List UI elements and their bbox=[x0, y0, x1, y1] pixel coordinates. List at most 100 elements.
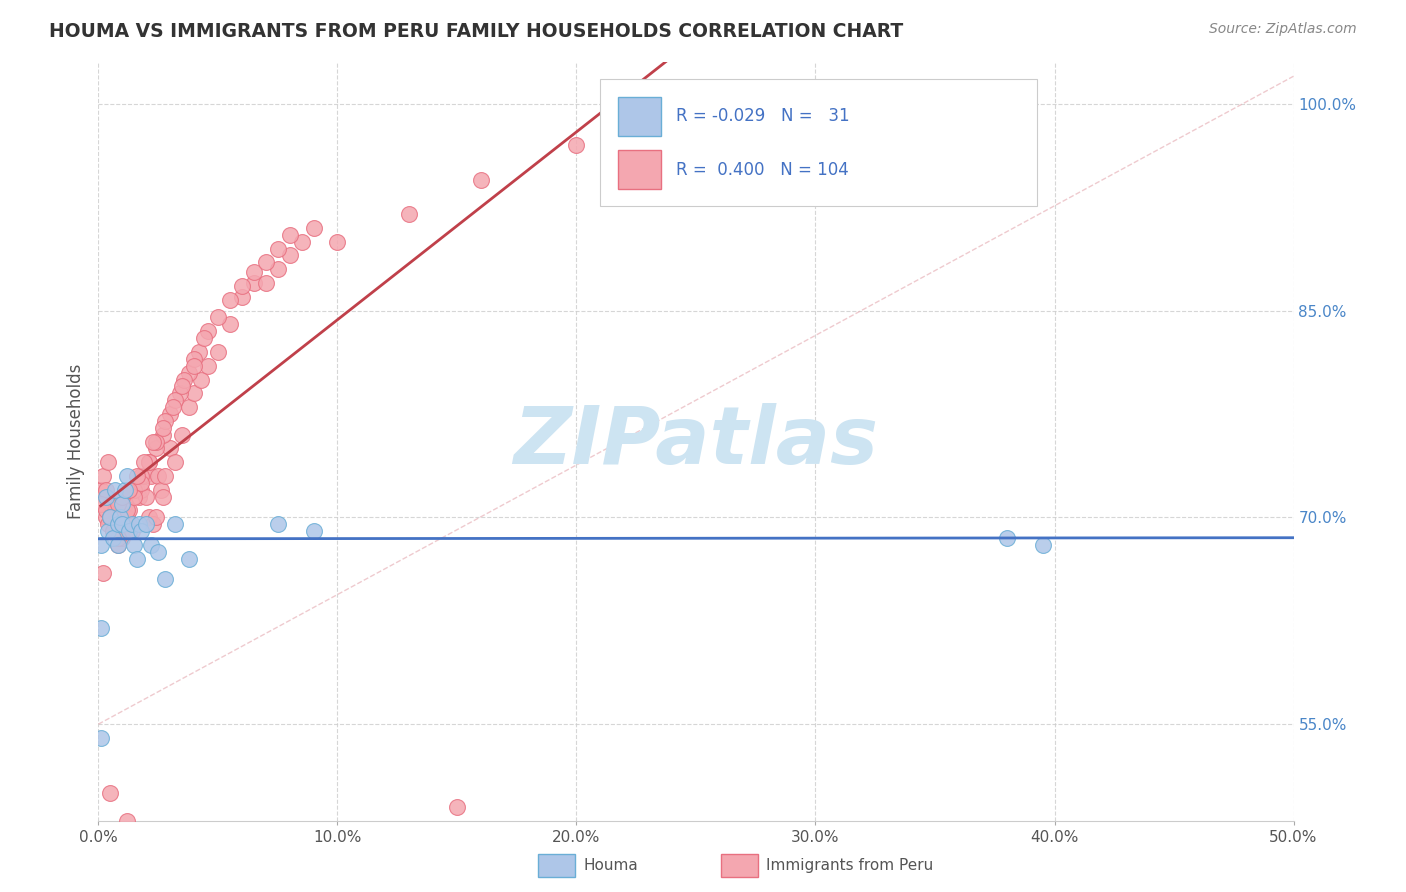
Point bbox=[98, 497, 122, 511]
Point bbox=[118, 483, 141, 497]
Point bbox=[163, 393, 186, 408]
Point bbox=[115, 814, 138, 828]
Point bbox=[128, 490, 150, 504]
Point bbox=[138, 455, 160, 469]
Point bbox=[94, 503, 117, 517]
Point bbox=[91, 469, 114, 483]
Point bbox=[685, 118, 707, 132]
Point bbox=[114, 497, 136, 511]
Point bbox=[132, 455, 155, 469]
Point bbox=[98, 510, 122, 524]
Point bbox=[243, 265, 266, 279]
Point bbox=[326, 235, 349, 249]
Point bbox=[101, 524, 124, 538]
Point bbox=[190, 372, 212, 386]
Point bbox=[278, 227, 301, 242]
Point bbox=[125, 469, 148, 483]
Point bbox=[90, 497, 112, 511]
Point bbox=[101, 524, 124, 538]
Point bbox=[179, 400, 201, 414]
Point bbox=[145, 442, 167, 456]
Point bbox=[131, 475, 153, 490]
Point bbox=[302, 524, 325, 538]
Point bbox=[187, 345, 209, 359]
Point bbox=[145, 434, 167, 449]
Text: R =  0.400   N = 104: R = 0.400 N = 104 bbox=[676, 161, 848, 179]
Point bbox=[254, 276, 277, 290]
Point bbox=[148, 545, 170, 559]
Point bbox=[124, 490, 146, 504]
Point bbox=[179, 366, 201, 380]
Point bbox=[149, 483, 172, 497]
Point bbox=[111, 490, 134, 504]
Point bbox=[173, 372, 195, 386]
Point bbox=[128, 517, 150, 532]
Point bbox=[108, 517, 131, 532]
Point bbox=[172, 427, 194, 442]
Point bbox=[114, 497, 136, 511]
Point bbox=[219, 318, 242, 332]
Point bbox=[995, 531, 1018, 545]
Point bbox=[121, 517, 143, 532]
Point bbox=[111, 497, 134, 511]
Point bbox=[155, 469, 177, 483]
Point bbox=[90, 731, 112, 745]
Point bbox=[90, 538, 112, 552]
Point bbox=[193, 331, 215, 345]
Point bbox=[131, 524, 153, 538]
Point bbox=[207, 345, 229, 359]
Point bbox=[152, 490, 174, 504]
Point bbox=[115, 503, 138, 517]
Point bbox=[90, 621, 112, 635]
Point bbox=[131, 469, 153, 483]
Point bbox=[267, 242, 290, 256]
Point bbox=[155, 414, 177, 428]
Y-axis label: Family Households: Family Households bbox=[66, 364, 84, 519]
Point bbox=[267, 262, 290, 277]
Point bbox=[94, 483, 117, 497]
Text: Immigrants from Peru: Immigrants from Peru bbox=[766, 858, 934, 872]
Text: HOUMA VS IMMIGRANTS FROM PERU FAMILY HOUSEHOLDS CORRELATION CHART: HOUMA VS IMMIGRANTS FROM PERU FAMILY HOU… bbox=[49, 22, 904, 41]
Point bbox=[98, 497, 122, 511]
Point bbox=[243, 276, 266, 290]
Point bbox=[97, 524, 120, 538]
Text: R = -0.029   N =   31: R = -0.029 N = 31 bbox=[676, 106, 849, 125]
Point bbox=[138, 510, 160, 524]
Point bbox=[108, 517, 131, 532]
Point bbox=[183, 359, 205, 373]
Point bbox=[118, 524, 141, 538]
Point bbox=[94, 510, 117, 524]
Point bbox=[159, 407, 181, 421]
Point bbox=[104, 483, 127, 497]
Point bbox=[94, 490, 117, 504]
Point bbox=[162, 400, 184, 414]
Point bbox=[302, 220, 325, 235]
Point bbox=[163, 517, 186, 532]
Point bbox=[124, 483, 146, 497]
Point bbox=[231, 278, 253, 293]
Point bbox=[104, 524, 127, 538]
Point bbox=[111, 517, 134, 532]
Point bbox=[135, 517, 157, 532]
Point bbox=[179, 551, 201, 566]
Text: Houma: Houma bbox=[583, 858, 638, 872]
FancyBboxPatch shape bbox=[619, 150, 661, 189]
Point bbox=[98, 510, 122, 524]
Point bbox=[132, 469, 155, 483]
Point bbox=[565, 138, 588, 153]
Point bbox=[114, 483, 136, 497]
Text: Source: ZipAtlas.com: Source: ZipAtlas.com bbox=[1209, 22, 1357, 37]
Point bbox=[219, 293, 242, 307]
Point bbox=[97, 517, 120, 532]
Point bbox=[107, 538, 129, 552]
Point bbox=[139, 538, 162, 552]
Point bbox=[172, 379, 194, 393]
Point bbox=[107, 531, 129, 545]
Point bbox=[125, 551, 148, 566]
Point bbox=[111, 517, 134, 532]
Point bbox=[278, 248, 301, 262]
Point bbox=[104, 510, 127, 524]
FancyBboxPatch shape bbox=[600, 79, 1036, 207]
Point bbox=[446, 800, 468, 814]
Point bbox=[155, 573, 177, 587]
